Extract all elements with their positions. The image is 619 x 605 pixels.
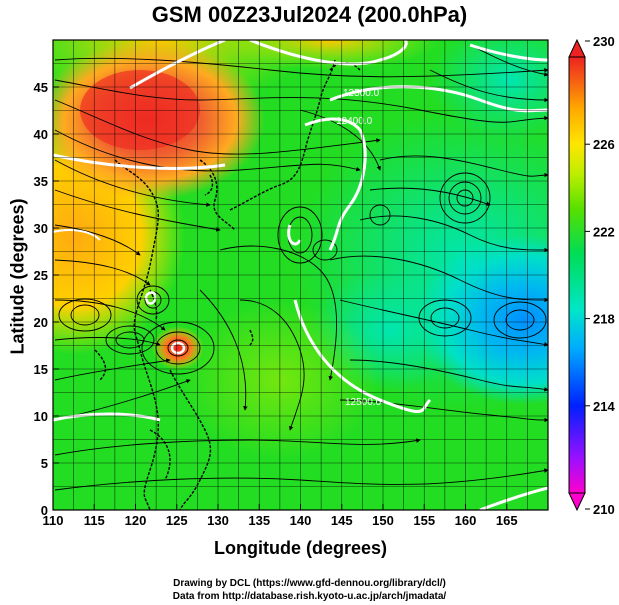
x-tick-label: 155 (413, 513, 435, 528)
x-axis-label: Longitude (degrees) (213, 538, 387, 558)
x-tick-label: 135 (248, 513, 270, 528)
colorbar-tick-label: 210 (593, 502, 615, 517)
colorbar-tick-label: 214 (593, 399, 615, 414)
colorbar-tick-label: 218 (593, 312, 615, 327)
contour-labels: 12500.0 12400.0 12500.0 (336, 88, 382, 408)
x-tick-label: 160 (455, 513, 477, 528)
y-tick-label: 0 (41, 503, 48, 518)
x-tick-label: 165 (496, 513, 518, 528)
y-tick-label: 25 (34, 268, 48, 283)
x-axis: 110 115 120 125 130 135 140 145 150 155 160 165 (43, 504, 518, 528)
x-tick-label: 150 (372, 513, 394, 528)
y-tick-label: 30 (34, 221, 48, 236)
y-tick-label: 40 (34, 127, 48, 142)
y-tick-label: 10 (34, 409, 48, 424)
colorbar-gradient (568, 56, 586, 494)
x-tick-label: 110 (43, 513, 64, 528)
y-tick-label: 20 (34, 315, 48, 330)
y-tick-label: 15 (34, 362, 48, 377)
x-tick-label: 125 (166, 513, 188, 528)
y-axis-label: Latitude (degrees) (7, 198, 28, 355)
x-tick-label: 130 (207, 513, 229, 528)
contour-label: 12500.0 (343, 88, 380, 99)
map-title: GSM 00Z23Jul2024 (200.0hPa) (151, 2, 468, 27)
credit-data: Data from http://database.rish.kyoto-u.a… (172, 591, 447, 602)
contour-label: 12500.0 (345, 397, 382, 408)
y-tick-label: 35 (34, 174, 48, 189)
streamlines (54, 44, 548, 491)
x-tick-label: 115 (84, 513, 105, 528)
colorbar-tick-label: 226 (593, 137, 615, 152)
x-tick-label: 140 (290, 513, 312, 528)
credit-drawing: Drawing by DCL (https://www.gfd-dennou.o… (173, 578, 446, 589)
colorbar-bottom-arrow (568, 492, 586, 512)
colorbar-tick-label: 222 (593, 224, 615, 239)
colorbar-tick-label: 230 (593, 34, 615, 49)
y-tick-label: 5 (41, 456, 48, 471)
x-tick-label: 145 (331, 513, 353, 528)
x-tick-label: 120 (125, 513, 147, 528)
y-axis: 0 5 10 15 20 25 30 35 40 45 (34, 80, 59, 518)
contour-label: 12400.0 (336, 116, 373, 127)
y-tick-label: 45 (34, 80, 48, 95)
grid-lines (53, 40, 548, 510)
colorbar: 210 214 218 222 226 230 (568, 34, 615, 517)
field-shading (53, 40, 548, 510)
colorbar-top-arrow (568, 38, 586, 58)
coastlines (94, 59, 361, 510)
